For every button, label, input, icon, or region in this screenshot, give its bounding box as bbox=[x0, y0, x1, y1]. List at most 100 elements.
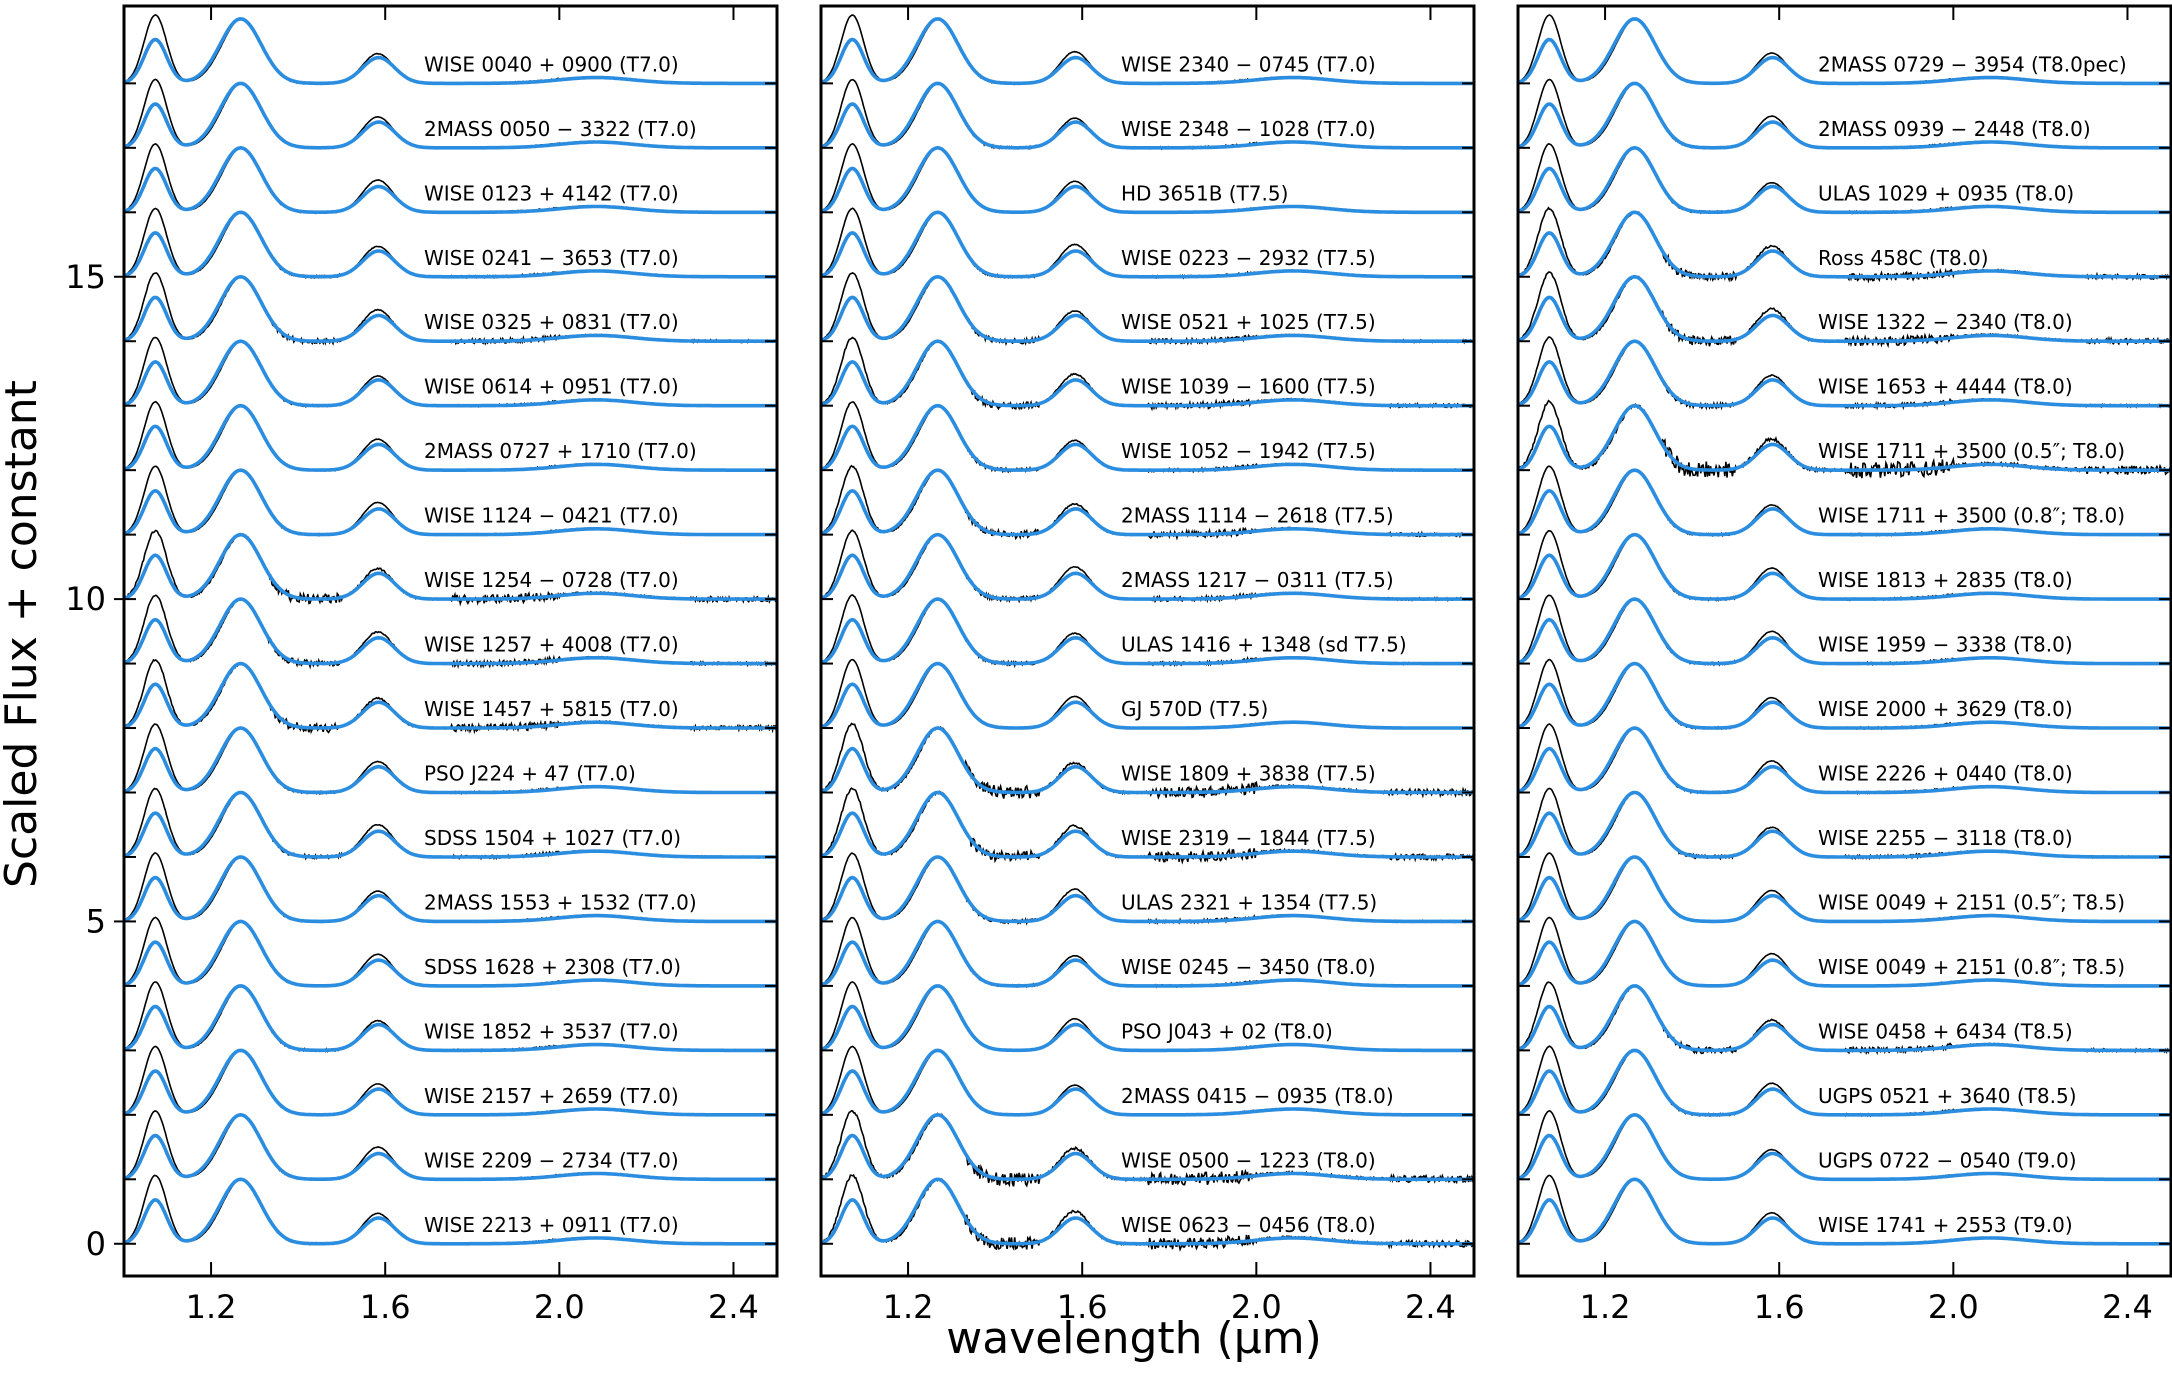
model-spectrum bbox=[124, 210, 776, 279]
spectrum-label: Ross 458C (T8.0) bbox=[1818, 246, 1989, 270]
model-spectrum bbox=[821, 81, 1473, 150]
spectrum-label: ULAS 1416 + 1348 (sd T7.5) bbox=[1121, 633, 1407, 657]
model-spectrum bbox=[1518, 1177, 2170, 1246]
spectrum-label: WISE 0614 + 0951 (T7.0) bbox=[424, 375, 679, 399]
model-spectrum bbox=[821, 146, 1473, 215]
spectrum-label: 2MASS 1114 − 2618 (T7.5) bbox=[1121, 504, 1394, 528]
x-tick-label: 2.0 bbox=[1231, 1288, 1282, 1326]
panel-frame bbox=[122, 4, 779, 1278]
spectrum-label: WISE 1711 + 3500 (0.8″; T8.0) bbox=[1818, 504, 2125, 528]
model-spectrum bbox=[1518, 17, 2170, 86]
spectrum-label: WISE 0500 − 1223 (T8.0) bbox=[1121, 1148, 1376, 1172]
spectrum-label: WISE 1711 + 3500 (0.5″; T8.0) bbox=[1818, 439, 2125, 463]
spectrum-label: WISE 0223 − 2932 (T7.5) bbox=[1121, 246, 1376, 270]
spectrum-label: SDSS 1628 + 2308 (T7.0) bbox=[424, 955, 681, 979]
model-spectrum bbox=[124, 275, 776, 343]
model-spectrum bbox=[821, 532, 1473, 601]
spectrum-label: 2MASS 1217 − 0311 (T7.5) bbox=[1121, 568, 1394, 592]
panel-traces bbox=[821, 14, 1474, 1252]
observed-spectrum bbox=[124, 529, 777, 607]
model-spectrum bbox=[821, 1048, 1473, 1117]
spectrum-label: 2MASS 0415 − 0935 (T8.0) bbox=[1121, 1084, 1394, 1108]
y-tick-label: 5 bbox=[86, 902, 106, 940]
spectrum-label: WISE 0521 + 1025 (T7.5) bbox=[1121, 310, 1376, 334]
x-tick-label: 1.6 bbox=[360, 1288, 411, 1326]
model-spectrum bbox=[124, 1113, 776, 1182]
panels-group: WISE 0040 + 0900 (T7.0) 2MASS 0050 − 3322… bbox=[65, 4, 2172, 1326]
panel-1: WISE 0040 + 0900 (T7.0) 2MASS 0050 − 3322… bbox=[65, 4, 779, 1326]
model-spectrum bbox=[1518, 855, 2170, 924]
spectrum-label: WISE 0049 + 2151 (0.8″; T8.5) bbox=[1818, 955, 2125, 979]
spectrum-label: WISE 2348 − 1028 (T7.0) bbox=[1121, 117, 1376, 141]
spectrum-label: WISE 1457 + 5815 (T7.0) bbox=[424, 697, 679, 721]
model-spectrum bbox=[1518, 532, 2170, 601]
spectrum-label: WISE 2255 − 3118 (T8.0) bbox=[1818, 826, 2073, 850]
spectrum-label: WISE 1813 + 2835 (T8.0) bbox=[1818, 568, 2073, 592]
spectrum-label: WISE 2209 − 2734 (T7.0) bbox=[424, 1148, 679, 1172]
model-spectrum bbox=[124, 339, 776, 408]
spectrum-label: WISE 1852 + 3537 (T7.0) bbox=[424, 1019, 679, 1043]
spectrum-label: WISE 0245 − 3450 (T8.0) bbox=[1121, 955, 1376, 979]
spectrum-label: UGPS 0521 + 3640 (T8.5) bbox=[1818, 1084, 2077, 1108]
x-tick-label: 1.6 bbox=[1057, 1288, 1108, 1326]
spectrum-label: WISE 0623 − 0456 (T8.0) bbox=[1121, 1213, 1376, 1237]
model-spectrum bbox=[1518, 210, 2170, 279]
spectrum-label: 2MASS 0727 + 1710 (T7.0) bbox=[424, 439, 697, 463]
spectrum-label: WISE 2340 − 0745 (T7.0) bbox=[1121, 52, 1376, 76]
model-spectrum bbox=[1518, 597, 2170, 666]
spectrum-label: WISE 0049 + 2151 (0.5″; T8.5) bbox=[1818, 890, 2125, 914]
model-spectrum bbox=[124, 726, 776, 795]
spectrum-label: WISE 0040 + 0900 (T7.0) bbox=[424, 52, 679, 76]
model-spectrum bbox=[821, 855, 1473, 924]
model-spectrum bbox=[124, 1048, 776, 1117]
spectrum-label: WISE 1039 − 1600 (T7.5) bbox=[1121, 375, 1376, 399]
spectrum-label: WISE 1322 − 2340 (T8.0) bbox=[1818, 310, 2073, 334]
x-tick-label: 1.2 bbox=[883, 1288, 934, 1326]
model-spectrum bbox=[124, 855, 776, 924]
spectrum-label: PSO J043 + 02 (T8.0) bbox=[1121, 1019, 1333, 1043]
x-tick-label: 2.4 bbox=[2102, 1288, 2153, 1326]
model-spectrum bbox=[124, 1177, 776, 1246]
spectrum-label: WISE 1653 + 4444 (T8.0) bbox=[1818, 375, 2073, 399]
model-spectrum bbox=[821, 1177, 1473, 1246]
y-tick-label: 10 bbox=[65, 580, 106, 618]
x-tick-label: 2.4 bbox=[708, 1288, 759, 1326]
spectrum-label: WISE 0241 − 3653 (T7.0) bbox=[424, 246, 679, 270]
panel-traces bbox=[124, 14, 777, 1246]
model-spectrum bbox=[1518, 275, 2170, 343]
model-spectrum bbox=[124, 919, 776, 988]
model-spectrum bbox=[124, 17, 776, 86]
spectrum-label: WISE 1257 + 4008 (T7.0) bbox=[424, 633, 679, 657]
spectrum-label: WISE 1741 + 2553 (T9.0) bbox=[1818, 1213, 2073, 1237]
x-tick-label: 2.0 bbox=[1928, 1288, 1979, 1326]
panel-frame bbox=[819, 4, 1476, 1278]
spectrum-label: UGPS 0722 − 0540 (T9.0) bbox=[1818, 1148, 2077, 1172]
model-spectrum bbox=[1518, 984, 2170, 1053]
model-spectrum bbox=[124, 597, 776, 666]
model-spectrum bbox=[124, 146, 776, 215]
spectrum-label: WISE 0325 + 0831 (T7.0) bbox=[424, 310, 679, 334]
x-tick-label: 1.6 bbox=[1754, 1288, 1805, 1326]
model-spectrum bbox=[1518, 403, 2170, 472]
spectrum-label: WISE 0123 + 4142 (T7.0) bbox=[424, 181, 679, 205]
panel-frame bbox=[1516, 4, 2172, 1278]
model-spectrum bbox=[821, 210, 1473, 279]
model-spectrum bbox=[1518, 1048, 2170, 1117]
model-spectrum bbox=[821, 790, 1473, 859]
model-spectrum bbox=[1518, 726, 2170, 795]
model-spectrum bbox=[821, 984, 1473, 1053]
model-spectrum bbox=[124, 984, 776, 1053]
panel-3: 2MASS 0729 − 3954 (T8.0pec) 2MASS 0939 − … bbox=[1516, 4, 2172, 1326]
model-spectrum bbox=[124, 468, 776, 537]
spectrum-label: WISE 1809 + 3838 (T7.5) bbox=[1121, 762, 1376, 786]
spectrum-label: 2MASS 0050 − 3322 (T7.0) bbox=[424, 117, 697, 141]
spectrum-label: WISE 1124 − 0421 (T7.0) bbox=[424, 504, 679, 528]
model-spectrum bbox=[1518, 339, 2170, 408]
model-spectrum bbox=[1518, 468, 2170, 537]
x-axis-label: wavelength (μm) bbox=[946, 1313, 1321, 1364]
model-spectrum bbox=[124, 403, 776, 472]
spectrum-label: WISE 0458 + 6434 (T8.5) bbox=[1818, 1019, 2073, 1043]
spectrum-label: WISE 1959 − 3338 (T8.0) bbox=[1818, 633, 2073, 657]
spectrum-label: ULAS 2321 + 1354 (T7.5) bbox=[1121, 890, 1377, 914]
